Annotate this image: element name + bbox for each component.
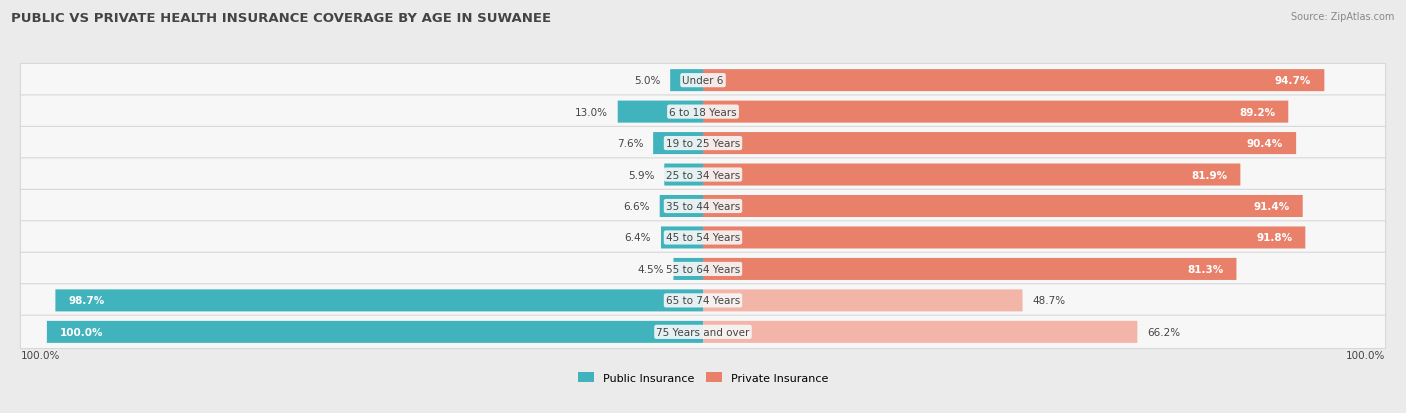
- FancyBboxPatch shape: [703, 133, 1296, 155]
- FancyBboxPatch shape: [703, 258, 1236, 280]
- Text: 5.9%: 5.9%: [628, 170, 654, 180]
- Text: 100.0%: 100.0%: [1346, 351, 1385, 361]
- FancyBboxPatch shape: [703, 290, 1022, 312]
- FancyBboxPatch shape: [617, 101, 703, 123]
- FancyBboxPatch shape: [659, 195, 703, 218]
- Text: 90.4%: 90.4%: [1247, 139, 1284, 149]
- FancyBboxPatch shape: [21, 127, 1385, 160]
- Text: 81.9%: 81.9%: [1191, 170, 1227, 180]
- FancyBboxPatch shape: [673, 258, 703, 280]
- Text: 25 to 34 Years: 25 to 34 Years: [666, 170, 740, 180]
- Text: 4.5%: 4.5%: [637, 264, 664, 274]
- FancyBboxPatch shape: [55, 290, 703, 312]
- Text: Source: ZipAtlas.com: Source: ZipAtlas.com: [1291, 12, 1395, 22]
- Text: 100.0%: 100.0%: [60, 327, 104, 337]
- Text: 55 to 64 Years: 55 to 64 Years: [666, 264, 740, 274]
- Text: 65 to 74 Years: 65 to 74 Years: [666, 296, 740, 306]
- Text: PUBLIC VS PRIVATE HEALTH INSURANCE COVERAGE BY AGE IN SUWANEE: PUBLIC VS PRIVATE HEALTH INSURANCE COVER…: [11, 12, 551, 25]
- Text: 89.2%: 89.2%: [1239, 107, 1275, 117]
- FancyBboxPatch shape: [661, 227, 703, 249]
- FancyBboxPatch shape: [21, 96, 1385, 129]
- Text: 75 Years and over: 75 Years and over: [657, 327, 749, 337]
- Text: 13.0%: 13.0%: [575, 107, 607, 117]
- Text: 98.7%: 98.7%: [69, 296, 105, 306]
- FancyBboxPatch shape: [21, 221, 1385, 254]
- FancyBboxPatch shape: [21, 64, 1385, 97]
- FancyBboxPatch shape: [664, 164, 703, 186]
- Text: 35 to 44 Years: 35 to 44 Years: [666, 202, 740, 211]
- Text: 91.4%: 91.4%: [1253, 202, 1289, 211]
- Text: 6.6%: 6.6%: [623, 202, 650, 211]
- Text: 91.8%: 91.8%: [1256, 233, 1292, 243]
- Text: 19 to 25 Years: 19 to 25 Years: [666, 139, 740, 149]
- Text: 5.0%: 5.0%: [634, 76, 661, 86]
- FancyBboxPatch shape: [703, 164, 1240, 186]
- FancyBboxPatch shape: [21, 190, 1385, 223]
- FancyBboxPatch shape: [703, 101, 1288, 123]
- FancyBboxPatch shape: [21, 284, 1385, 317]
- Text: 66.2%: 66.2%: [1147, 327, 1180, 337]
- FancyBboxPatch shape: [21, 253, 1385, 286]
- Text: 6.4%: 6.4%: [624, 233, 651, 243]
- Text: 94.7%: 94.7%: [1275, 76, 1312, 86]
- FancyBboxPatch shape: [21, 159, 1385, 192]
- FancyBboxPatch shape: [703, 70, 1324, 92]
- FancyBboxPatch shape: [671, 70, 703, 92]
- FancyBboxPatch shape: [703, 227, 1305, 249]
- Text: 48.7%: 48.7%: [1032, 296, 1066, 306]
- Text: Under 6: Under 6: [682, 76, 724, 86]
- Text: 7.6%: 7.6%: [617, 139, 644, 149]
- FancyBboxPatch shape: [46, 321, 703, 343]
- Text: 81.3%: 81.3%: [1187, 264, 1223, 274]
- FancyBboxPatch shape: [703, 195, 1303, 218]
- FancyBboxPatch shape: [21, 316, 1385, 349]
- Text: 100.0%: 100.0%: [21, 351, 60, 361]
- FancyBboxPatch shape: [703, 321, 1137, 343]
- FancyBboxPatch shape: [654, 133, 703, 155]
- Text: 6 to 18 Years: 6 to 18 Years: [669, 107, 737, 117]
- Legend: Public Insurance, Private Insurance: Public Insurance, Private Insurance: [578, 373, 828, 383]
- Text: 45 to 54 Years: 45 to 54 Years: [666, 233, 740, 243]
